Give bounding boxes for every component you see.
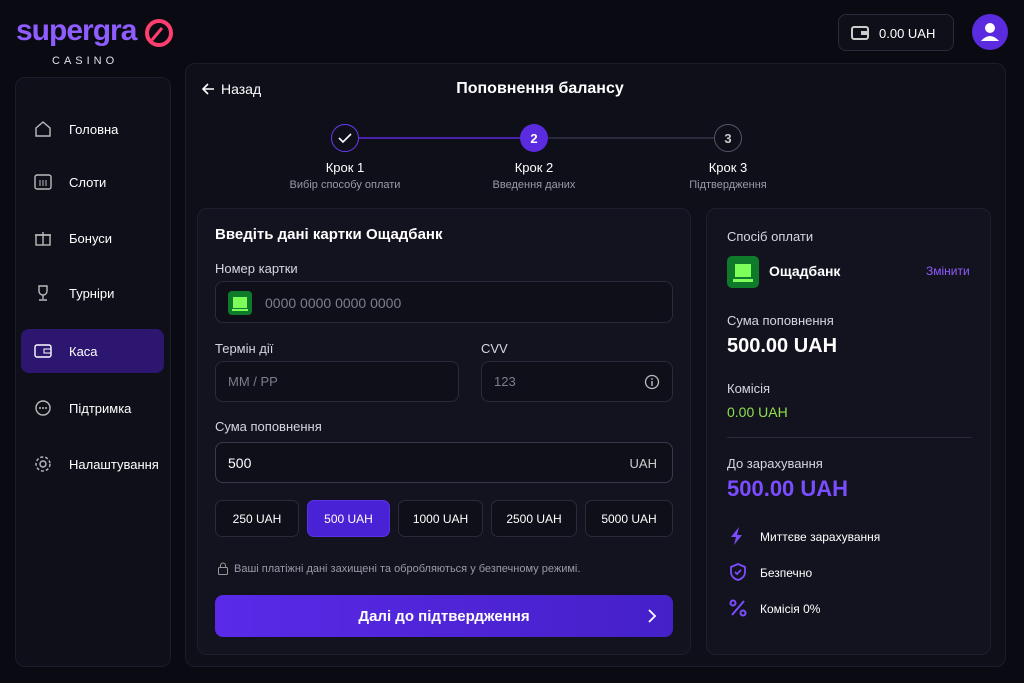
summary-bank: Ощадбанк	[769, 263, 841, 279]
card-input[interactable]: 0000 0000 0000 0000	[215, 281, 673, 323]
amount-currency: UAH	[629, 456, 657, 471]
amount-preset[interactable]: 2500 UAH	[491, 500, 577, 537]
nav-icon	[38, 285, 48, 301]
nav-label: Підтримка	[69, 400, 132, 416]
nav-icon	[35, 456, 51, 472]
feature: Миттєве зарахування	[760, 530, 881, 544]
nav-label: Каса	[69, 343, 98, 359]
step-title: Крок 1	[325, 160, 365, 175]
avatar-icon	[981, 23, 999, 41]
cvv-placeholder: 123	[494, 374, 516, 389]
method-label: Спосіб оплати	[727, 229, 814, 244]
logo-sub: CASINO	[52, 55, 119, 67]
nav-item[interactable]: Підтримка	[21, 386, 164, 430]
change-link[interactable]: Змінити	[926, 264, 970, 278]
step-subtitle: Вибір способу оплати	[289, 179, 401, 191]
step-subtitle: Підтвердження	[689, 179, 767, 191]
logo[interactable]: supergra	[16, 14, 137, 47]
step-circle	[331, 124, 359, 152]
card-label: Номер картки	[215, 261, 298, 276]
nav-icon	[35, 400, 51, 416]
nav-icon	[35, 232, 51, 246]
expiry-input[interactable]: MM / PP	[215, 361, 459, 402]
nav-label: Турніри	[69, 285, 115, 301]
step-number: 3	[724, 130, 732, 146]
amount-label: Сума поповнення	[215, 419, 322, 434]
nav-icon	[34, 344, 52, 358]
wallet-icon	[851, 26, 869, 40]
step-subtitle: Введення даних	[492, 179, 576, 191]
amount-value: 500	[228, 455, 252, 471]
summary-amount: 500.00 UAH	[727, 335, 838, 357]
submit-button[interactable]: Далі до підтвердження	[215, 595, 673, 637]
cvv-label: CVV	[481, 341, 508, 356]
info-icon[interactable]	[644, 374, 660, 390]
summary-bank-icon	[727, 256, 759, 288]
card-placeholder: 0000 0000 0000 0000	[265, 295, 402, 311]
step-title: Крок 3	[708, 160, 748, 175]
nav-item[interactable]: Каса	[21, 329, 164, 373]
credit: 500.00 UAH	[727, 476, 849, 501]
back-link[interactable]: Назад	[221, 81, 262, 97]
nav-icon	[35, 121, 51, 137]
chevron-icon	[648, 609, 657, 623]
nav-label: Головна	[69, 121, 119, 137]
nav-item[interactable]: Бонуси	[21, 216, 164, 260]
step-circle: 3	[714, 124, 742, 152]
summary-amount-label: Сума поповнення	[727, 313, 834, 328]
divider	[727, 437, 972, 438]
lock-icon	[218, 562, 228, 575]
icon	[730, 563, 746, 581]
amount-input[interactable]: 500 UAH	[215, 442, 673, 483]
balance: 0.00 UAH	[879, 26, 936, 41]
step-circle: 2	[520, 124, 548, 152]
nav-item[interactable]: Головна	[21, 107, 164, 151]
icon	[731, 527, 742, 545]
feature: Безпечно	[760, 566, 813, 580]
security-note: Ваші платіжні дані захищені та обробляют…	[234, 563, 581, 575]
amount-preset[interactable]: 250 UAH	[215, 500, 299, 537]
feature-icon	[728, 598, 748, 623]
amount-preset[interactable]: 1000 UAH	[398, 500, 483, 537]
step-number: 2	[530, 130, 538, 146]
avatar[interactable]	[972, 14, 1008, 50]
nav-item[interactable]: Турніри	[21, 271, 164, 315]
logo-icon	[145, 19, 173, 47]
feature: Комісія 0%	[760, 602, 821, 616]
credit-label: До зарахування	[727, 456, 823, 471]
amount-preset[interactable]: 500 UAH	[307, 500, 390, 537]
nav-icon	[34, 174, 52, 190]
icon	[729, 599, 747, 617]
nav-label: Налаштування	[69, 456, 159, 472]
nav-item[interactable]: Слоти	[21, 160, 164, 204]
feature-icon	[728, 526, 748, 551]
nav-label: Слоти	[69, 174, 107, 190]
bank-icon	[228, 291, 252, 315]
amount-preset[interactable]: 5000 UAH	[585, 500, 673, 537]
check-icon	[338, 133, 352, 144]
form-title: Введіть дані картки Ощадбанк	[215, 226, 443, 243]
expiry-label: Термін дії	[215, 341, 274, 356]
fee-label: Комісія	[727, 381, 771, 396]
expiry-placeholder: MM / PP	[228, 374, 278, 389]
feature-icon	[728, 562, 748, 587]
balance-box[interactable]: 0.00 UAH	[838, 14, 954, 51]
step-title: Крок 2	[514, 160, 554, 175]
submit-label: Далі до підтвердження	[358, 607, 530, 625]
fee: 0.00 UAH	[727, 404, 788, 420]
nav-label: Бонуси	[69, 230, 113, 246]
cvv-input[interactable]: 123	[481, 361, 673, 402]
steps-line	[359, 137, 714, 139]
nav-item[interactable]: Налаштування	[21, 442, 164, 486]
back-icon[interactable]	[200, 81, 216, 97]
page-title: Поповнення балансу	[456, 80, 624, 97]
